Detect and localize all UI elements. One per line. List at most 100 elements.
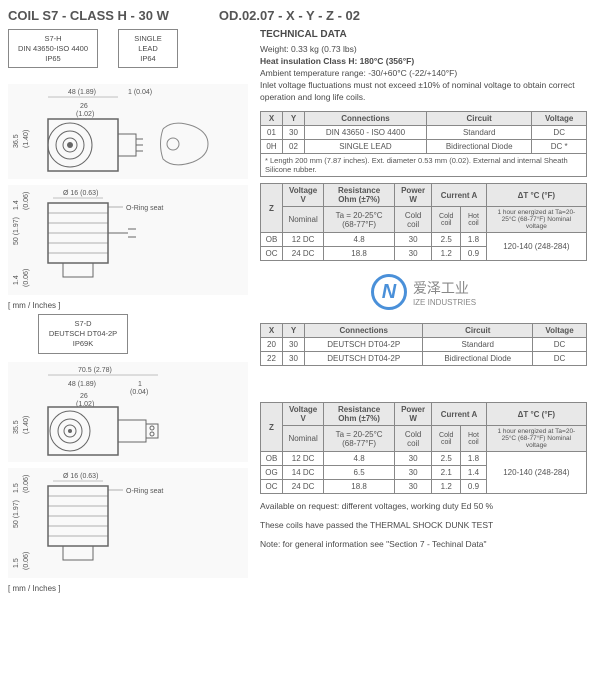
t4-h-pow: Power W <box>394 403 431 426</box>
t3-r2-conn: DEUTSCH DT04-2P <box>305 352 423 366</box>
tech-heat: Heat insulation Class H: 180°C (356°F) <box>260 56 587 68</box>
dim-365b: (1.40) <box>23 130 30 148</box>
oring-label-1: O-Ring seat <box>126 205 163 212</box>
table-electrical-2: Z Voltage V Resistance Ohm (±7%) Power W… <box>260 402 587 494</box>
dim-14-2: 1.4 <box>13 275 20 285</box>
t2-h-dt: ΔT °C (°F) <box>486 184 586 207</box>
dim-15b-2: (0.06) <box>23 551 30 569</box>
t4-r3-hot: 0.9 <box>461 480 487 494</box>
t3-r2-circ: Bidirectional Diode <box>423 352 533 366</box>
dim-d16: Ø 16 (0.63) <box>63 190 98 197</box>
box-s7h-l1: S7-H <box>15 34 91 44</box>
t3-r2-y: 30 <box>283 352 305 366</box>
dim-14: 1.4 <box>13 200 20 210</box>
box-single-lead: SINGLE LEAD IP64 <box>118 29 178 68</box>
dim-04: (0.04) <box>130 389 148 396</box>
t4-s-cold: Cold coil <box>432 426 461 452</box>
t1-r2-volt: DC * <box>532 140 587 154</box>
t3-h-y: Y <box>283 324 305 338</box>
t2-r1-pow: 30 <box>394 233 431 247</box>
t4-s-cc: Cold coil <box>394 426 431 452</box>
t1-r1-volt: DC <box>532 126 587 140</box>
t4-dt: 120-140 (248-284) <box>486 452 586 494</box>
dim-15: 1.5 <box>13 483 20 493</box>
dim-15-2: 1.5 <box>13 558 20 568</box>
box-sl-l2: IP64 <box>125 54 171 64</box>
oring-label-2: O-Ring seat <box>126 488 163 495</box>
table-connections-2: XYConnectionsCircuitVoltage 2030DEUTSCH … <box>260 323 587 366</box>
t2-s-ta: Ta = 20-25°C (68-77°F) <box>324 207 395 233</box>
drawing-top-view-2: 70.5 (2.78) 48 (1.89) 1 (0.04) 26 (1.02)… <box>8 362 248 462</box>
title-left: COIL S7 - CLASS H - 30 W <box>8 8 169 23</box>
t4-r3-res: 18.8 <box>324 480 395 494</box>
t2-h-vv: Voltage V <box>283 184 324 207</box>
t2-r2-cold: 1.2 <box>432 247 461 261</box>
t1-h-circ: Circuit <box>426 112 531 126</box>
t1-h-conn: Connections <box>305 112 427 126</box>
tech-inlet: Inlet voltage fluctuations must not exce… <box>260 80 587 104</box>
dim-26b: (1.02) <box>76 111 94 118</box>
t2-r1-cold: 2.5 <box>432 233 461 247</box>
t4-r2-vv: 14 DC <box>283 466 324 480</box>
t4-r2-z: OG <box>261 466 283 480</box>
t2-r1-vv: 12 DC <box>283 233 324 247</box>
box-s7d-l2: DEUTSCH DT04-2P <box>45 329 121 339</box>
dim-355b: (1.40) <box>23 415 30 433</box>
table-electrical-1: Z Voltage V Resistance Ohm (±7%) Power W… <box>260 183 587 261</box>
t4-r3-pow: 30 <box>394 480 431 494</box>
t1-h-y: Y <box>283 112 305 126</box>
t4-s-nom: Nominal <box>283 426 324 452</box>
box-s7h-l2: DIN 43650-ISO 4400 <box>15 44 91 54</box>
t3-r1-y: 30 <box>283 338 305 352</box>
drawing-side-view-1: Ø 16 (0.63) 1.4 (0.06) O-Ring seat 50 (1… <box>8 185 248 295</box>
t3-r1-circ: Standard <box>423 338 533 352</box>
dim-48-2: 48 (1.89) <box>68 381 96 388</box>
t4-r3-vv: 24 DC <box>283 480 324 494</box>
t4-r2-hot: 1.4 <box>461 466 487 480</box>
t3-h-circ: Circuit <box>423 324 533 338</box>
watermark: N 爱泽工业 IZE INDUSTRIES <box>260 267 587 317</box>
t4-h-vv: Voltage V <box>283 403 324 426</box>
t3-r1-x: 20 <box>261 338 283 352</box>
t3-r2-volt: DC <box>533 352 587 366</box>
t2-h-res: Resistance Ohm (±7%) <box>324 184 395 207</box>
t1-r1-x: 01 <box>261 126 283 140</box>
t2-r2-pow: 30 <box>394 247 431 261</box>
drawing-top-view: 48 (1.89) 1 (0.04) 26 (1.02) 36.5 (1.40) <box>8 84 248 179</box>
t2-h-z: Z <box>261 184 283 233</box>
units-label-2: [ mm / Inches ] <box>8 584 248 593</box>
t4-r3-cold: 1.2 <box>432 480 461 494</box>
t2-s-hr: 1 hour energized at Ta=20-25°C (68-77°F)… <box>486 207 586 233</box>
t4-s-ta: Ta = 20-25°C (68-77°F) <box>324 426 395 452</box>
t4-r1-res: 4.8 <box>324 452 395 466</box>
box-s7d-l1: S7-D <box>45 319 121 329</box>
watermark-cn: 爱泽工业 <box>413 278 476 298</box>
dim-1b: 1 <box>138 381 142 388</box>
t1-r1-y: 30 <box>283 126 305 140</box>
t1-r2-y: 02 <box>283 140 305 154</box>
t1-note: * Length 200 mm (7.87 inches). Ext. diam… <box>261 154 587 177</box>
t1-r1-conn: DIN 43650 - ISO 4400 <box>305 126 427 140</box>
box-s7h-l3: IP65 <box>15 54 91 64</box>
note-2: These coils have passed the THERMAL SHOC… <box>260 519 587 532</box>
t4-r1-vv: 12 DC <box>283 452 324 466</box>
t4-r2-cold: 2.1 <box>432 466 461 480</box>
title-right: OD.02.07 - X - Y - Z - 02 <box>219 8 360 23</box>
t4-r1-pow: 30 <box>394 452 431 466</box>
table-connections-1: XYConnectionsCircuitVoltage 0130DIN 4365… <box>260 111 587 177</box>
t1-r2-x: 0H <box>261 140 283 154</box>
t3-h-volt: Voltage <box>533 324 587 338</box>
technical-data-heading: TECHNICAL DATA <box>260 29 587 40</box>
dim-d16-2: Ø 16 (0.63) <box>63 473 98 480</box>
t1-r2-circ: Bidirectional Diode <box>426 140 531 154</box>
box-s7d-l3: IP69K <box>45 339 121 349</box>
t4-r2-pow: 30 <box>394 466 431 480</box>
t2-r2-vv: 24 DC <box>283 247 324 261</box>
t2-s-cold: Cold coil <box>432 207 461 233</box>
drawing-side-view-2: Ø 16 (0.63) 1.5 (0.06) O-Ring seat 50 (1… <box>8 468 248 578</box>
box-s7d: S7-D DEUTSCH DT04-2P IP69K <box>38 314 128 353</box>
dim-1: 1 (0.04) <box>128 89 152 96</box>
t2-r2-hot: 0.9 <box>461 247 487 261</box>
dim-26: 26 <box>80 103 88 110</box>
t4-h-dt: ΔT °C (°F) <box>486 403 586 426</box>
